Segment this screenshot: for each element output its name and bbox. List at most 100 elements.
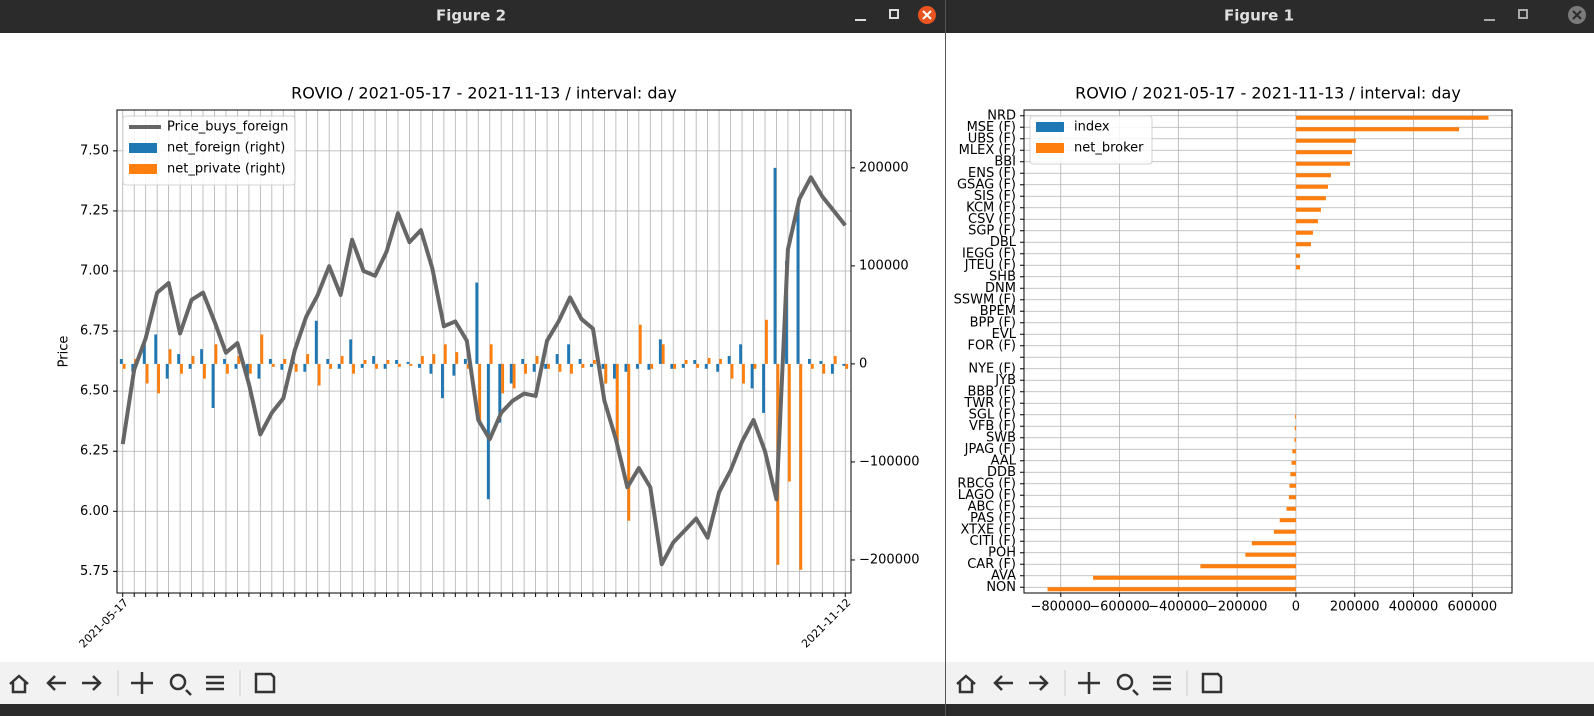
bar — [211, 363, 215, 409]
toolbar-button[interactable] — [993, 675, 1013, 691]
window-title: Figure 2 — [436, 7, 506, 25]
bar — [314, 320, 318, 364]
bar — [1290, 472, 1296, 477]
bar — [326, 358, 330, 364]
y-tick-label: 7.50 — [80, 143, 109, 158]
y-tick-label: GSAG (F) — [957, 177, 1016, 192]
bar — [498, 363, 502, 423]
toolbar-button[interactable] — [1029, 675, 1049, 691]
y-tick-label: 6.75 — [80, 324, 109, 339]
toolbar-button[interactable] — [185, 689, 192, 696]
bar — [693, 359, 697, 364]
y2-tick-label: 200000 — [859, 160, 909, 175]
toolbar-button[interactable] — [956, 674, 976, 694]
bar — [119, 358, 123, 364]
y-tick-label: 7.00 — [80, 264, 109, 279]
y-tick-label: PAS (F) — [970, 511, 1016, 526]
bar — [807, 358, 811, 364]
title-bar — [946, 0, 1594, 33]
bar — [1292, 449, 1296, 454]
legend-label: net_broker — [1074, 141, 1144, 156]
bar — [452, 363, 456, 376]
bar — [372, 356, 376, 364]
y-tick-label: XTXE (F) — [961, 522, 1017, 537]
bar — [1286, 506, 1296, 511]
bar — [615, 363, 619, 443]
y-axis-label: Price — [57, 336, 72, 368]
toolbar-button[interactable] — [1153, 675, 1171, 691]
bar — [303, 363, 307, 372]
y-tick-label: JYB — [994, 373, 1016, 388]
toolbar-button[interactable] — [46, 675, 66, 691]
window-title: Figure 1 — [1224, 7, 1294, 25]
toolbar-button[interactable] — [82, 675, 102, 691]
bar — [1295, 196, 1326, 201]
bar — [406, 361, 410, 364]
bar — [753, 363, 757, 369]
y-tick-label: 6.00 — [80, 504, 109, 519]
bar — [260, 334, 264, 364]
x-tick-label: −800000 — [1030, 600, 1091, 615]
bar — [638, 324, 642, 364]
bar — [730, 363, 734, 379]
bar — [188, 363, 192, 369]
bar — [799, 363, 803, 570]
bar — [306, 354, 310, 364]
bar — [555, 354, 559, 364]
y-tick-label: KCM (F) — [966, 200, 1016, 215]
bar — [707, 358, 711, 364]
bar — [1295, 230, 1313, 235]
bar — [650, 363, 654, 369]
y-tick-label: AVA — [991, 568, 1016, 583]
toolbar-button[interactable] — [9, 674, 29, 694]
toolbar-button[interactable] — [1201, 672, 1223, 694]
toolbar — [946, 662, 1594, 704]
bar — [1295, 150, 1353, 155]
toolbar-button[interactable] — [254, 672, 276, 694]
bar — [145, 363, 149, 384]
bar — [409, 363, 413, 366]
x-tick-label: 600000 — [1447, 600, 1497, 615]
toolbar-button[interactable] — [131, 672, 153, 694]
maximize-button[interactable] — [889, 9, 899, 19]
y-tick-label: TWR (F) — [963, 396, 1016, 411]
bar — [762, 363, 765, 413]
toolbar-button[interactable] — [206, 675, 224, 691]
bar — [822, 363, 826, 374]
bar — [177, 354, 181, 364]
zoom-button[interactable] — [169, 673, 187, 691]
maximize-button[interactable] — [1518, 9, 1528, 19]
bar — [524, 363, 528, 374]
zoom-button[interactable] — [1116, 673, 1134, 691]
bar — [547, 363, 550, 369]
legend: Price_buys_foreign net_foreign (right) net… — [122, 115, 296, 186]
y-tick-label: BPP (F) — [970, 315, 1016, 330]
bar — [429, 363, 433, 374]
bar — [1279, 518, 1296, 523]
bar — [570, 363, 573, 374]
y-tick-label: BPEM — [980, 304, 1016, 319]
bar — [337, 363, 341, 369]
bar — [719, 358, 722, 364]
bar — [742, 363, 745, 384]
bar — [590, 363, 593, 367]
bar — [214, 344, 218, 364]
y-tick-label: ENS (F) — [968, 166, 1016, 181]
bar — [191, 356, 195, 364]
bar — [819, 360, 823, 364]
x-tick-label: 200000 — [1330, 600, 1380, 615]
bar — [521, 358, 525, 364]
bar — [283, 358, 287, 364]
bar — [257, 363, 261, 379]
bar — [294, 363, 298, 372]
toolbar-button[interactable] — [1078, 672, 1100, 694]
bar — [395, 359, 398, 364]
bar — [237, 356, 241, 364]
y-tick-label: NON — [986, 580, 1016, 595]
toolbar-button[interactable] — [1132, 689, 1139, 696]
y-tick-label: DDB — [987, 465, 1016, 480]
y-tick-label: NYE (F) — [968, 361, 1016, 376]
y-tick-label: CAR (F) — [967, 557, 1016, 572]
bar — [165, 363, 169, 379]
bar — [1295, 265, 1301, 270]
